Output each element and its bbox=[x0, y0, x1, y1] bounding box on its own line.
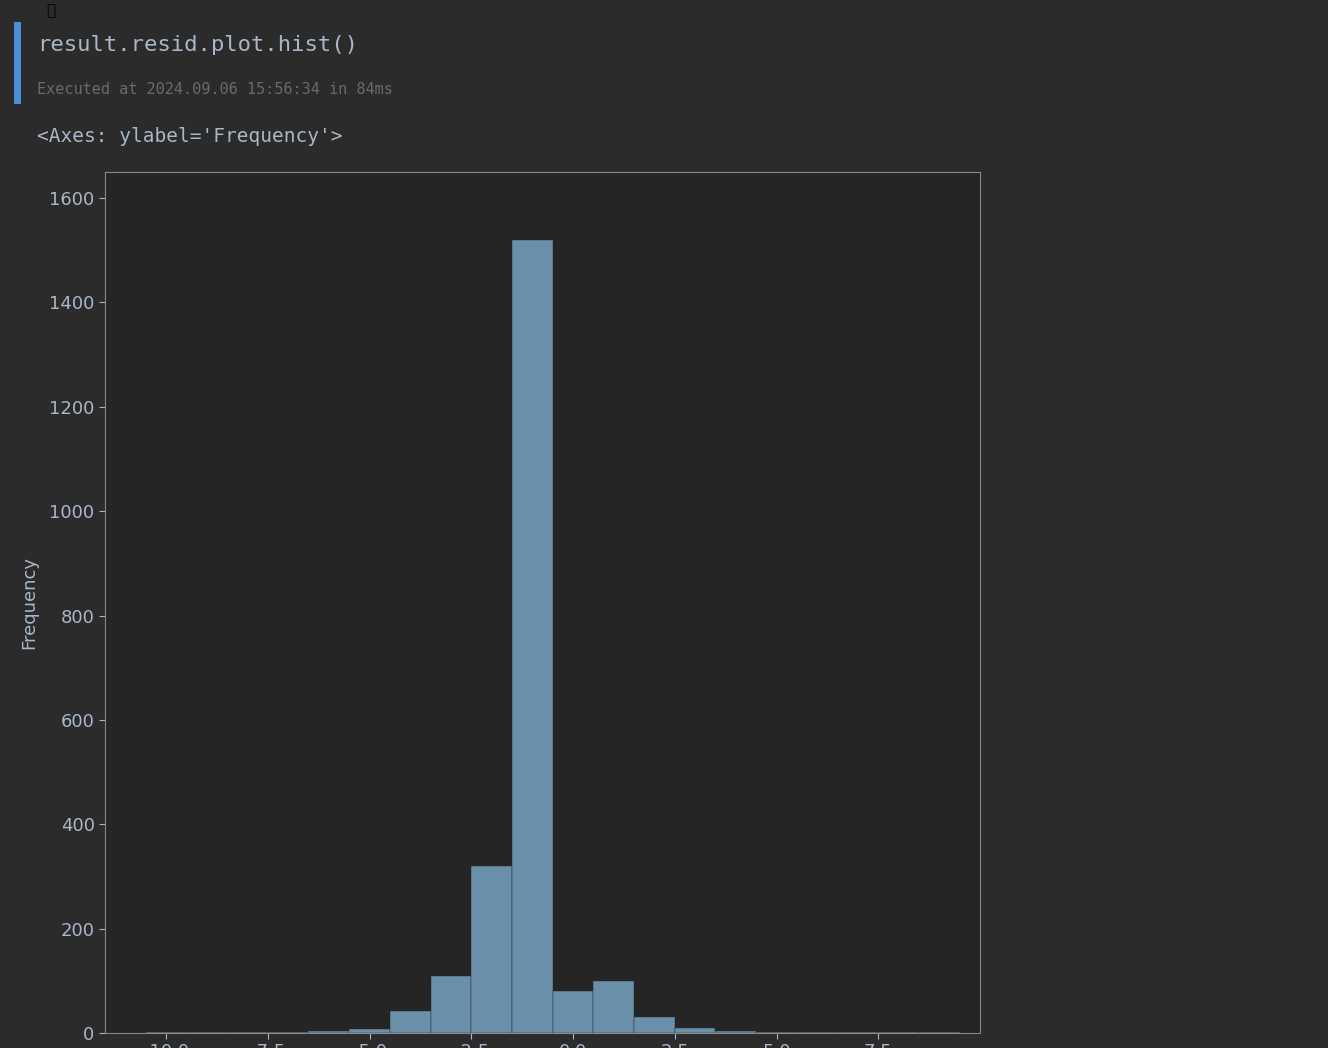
Bar bbox=[430, 976, 471, 1033]
Y-axis label: Frequency: Frequency bbox=[20, 556, 39, 649]
Bar bbox=[308, 1031, 349, 1033]
Bar bbox=[552, 991, 594, 1033]
Bar bbox=[471, 866, 513, 1033]
Text: <Axes: ylabel='Frequency'>: <Axes: ylabel='Frequency'> bbox=[37, 128, 343, 147]
Text: result.resid.plot.hist(): result.resid.plot.hist() bbox=[37, 36, 359, 56]
Text: 💡: 💡 bbox=[46, 3, 56, 19]
Bar bbox=[633, 1018, 675, 1033]
Bar bbox=[513, 240, 552, 1033]
Bar bbox=[594, 981, 633, 1033]
Bar bbox=[349, 1029, 390, 1033]
Text: Executed at 2024.09.06 15:56:34 in 84ms: Executed at 2024.09.06 15:56:34 in 84ms bbox=[37, 82, 393, 96]
Bar bbox=[716, 1031, 756, 1033]
Bar bbox=[390, 1011, 430, 1033]
Bar bbox=[675, 1028, 716, 1033]
